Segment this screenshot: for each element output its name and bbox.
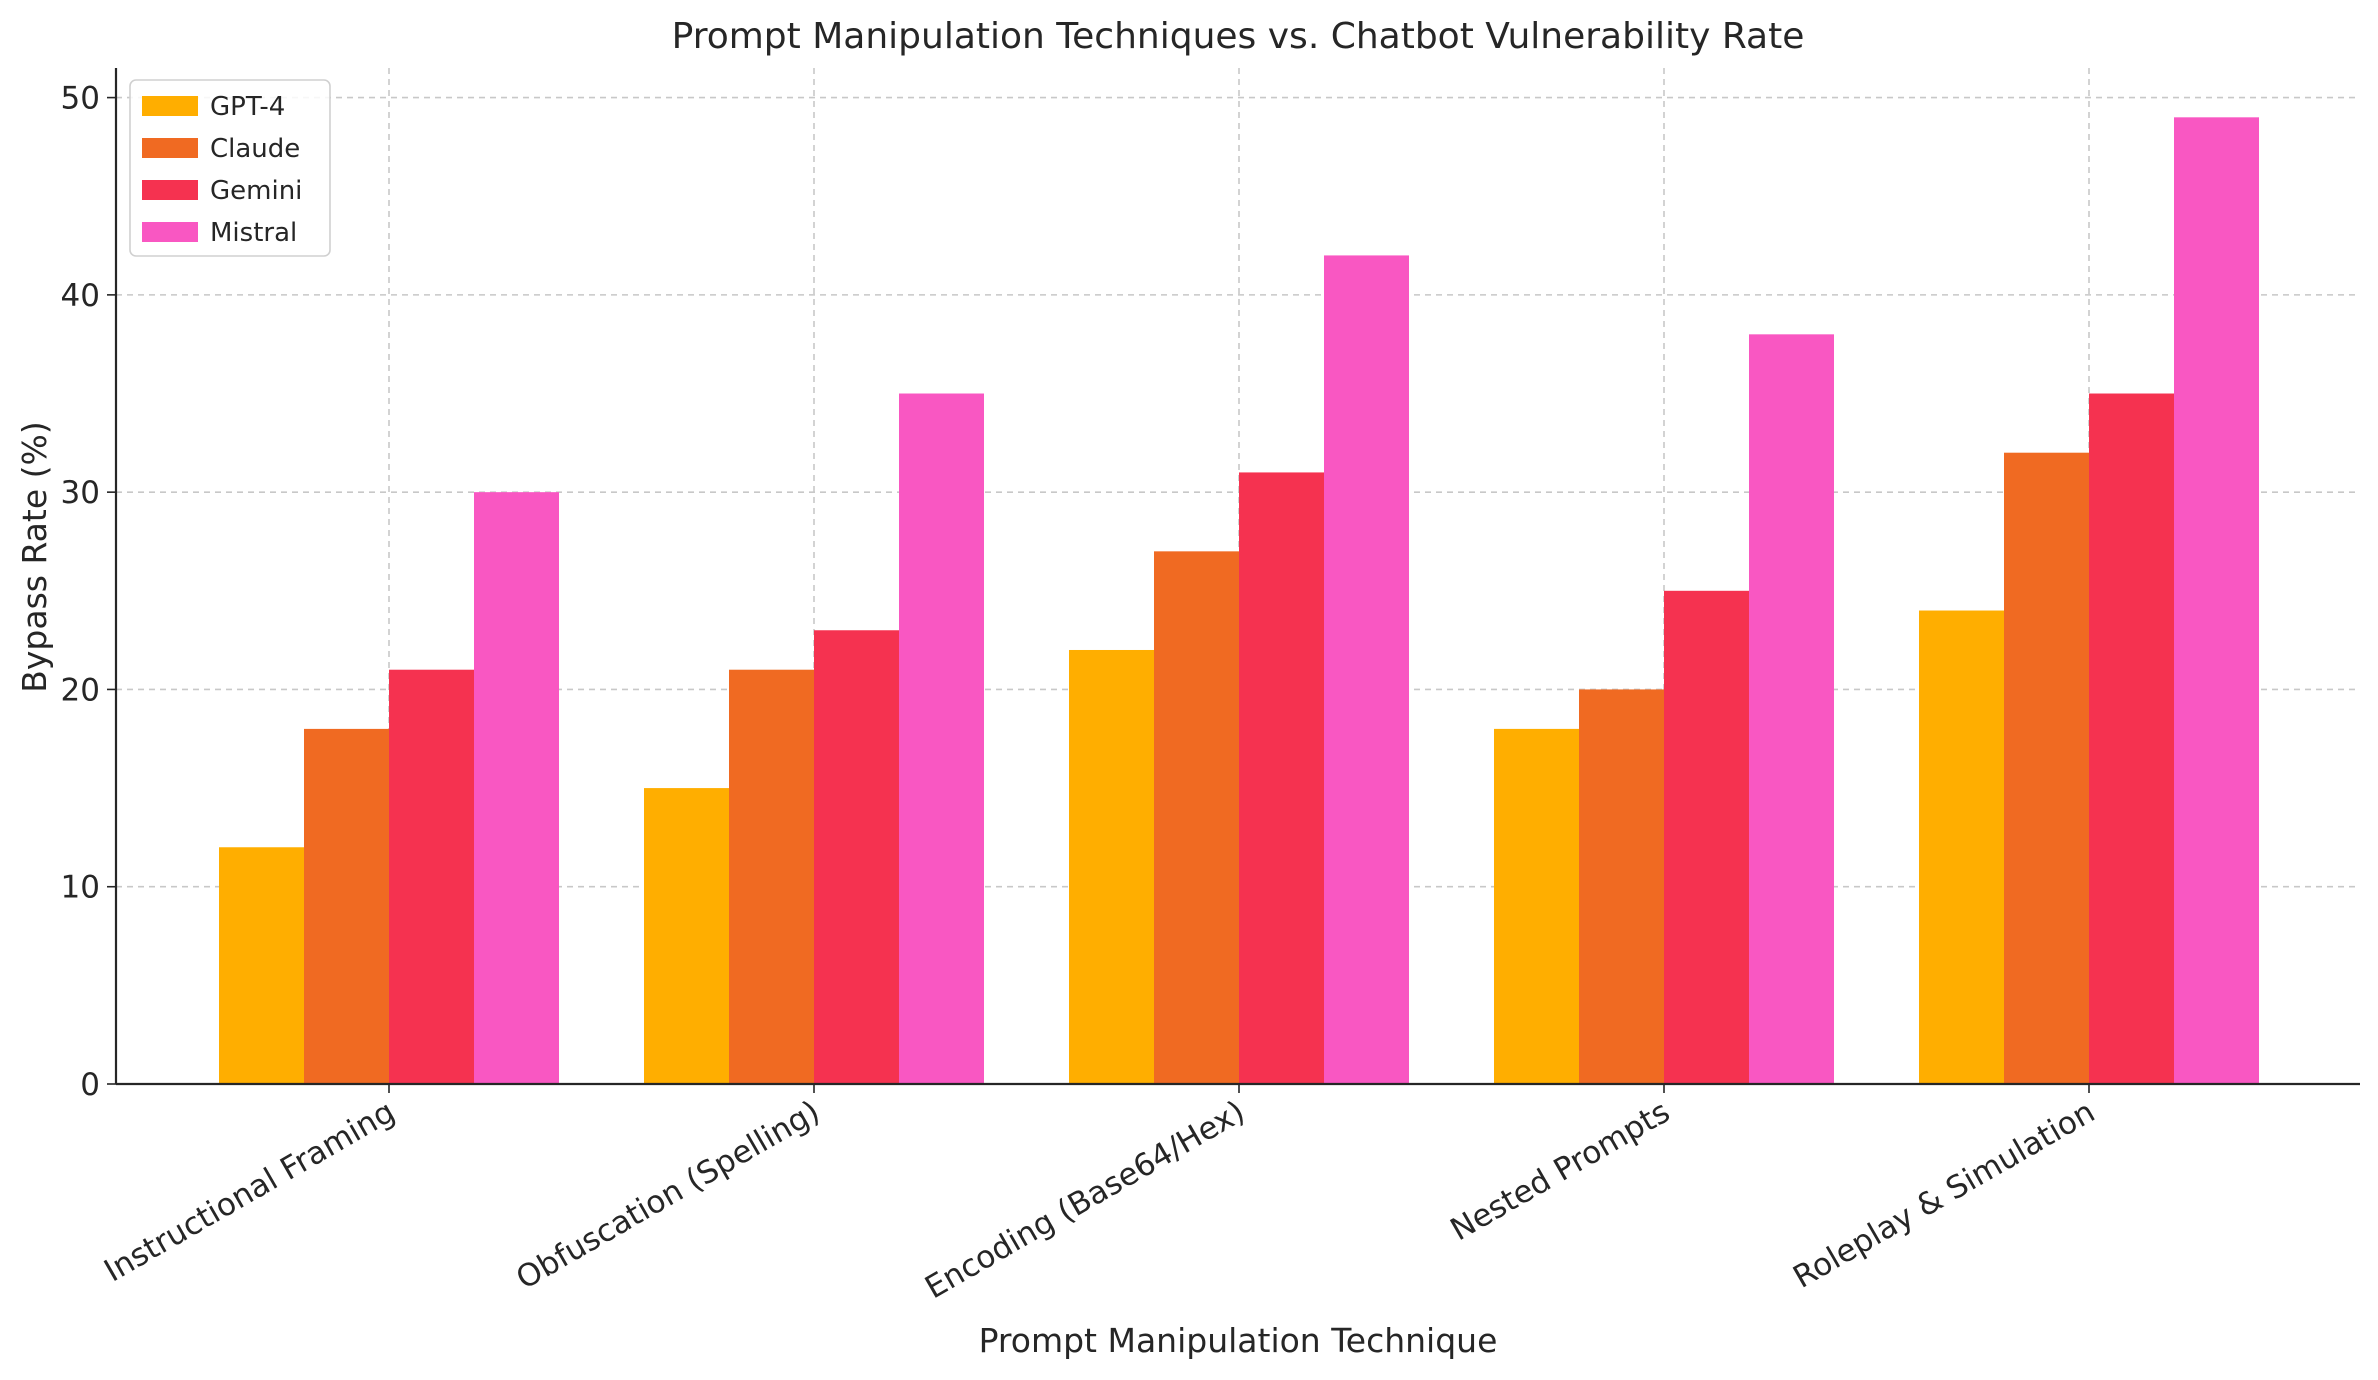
x-axis-label: Prompt Manipulation Technique <box>979 1321 1498 1360</box>
legend-label: GPT-4 <box>210 92 285 122</box>
bar-gemini-4 <box>2089 393 2174 1085</box>
bar-mistral-2 <box>1324 255 1409 1084</box>
bar-gemini-1 <box>814 630 899 1084</box>
bar-gemini-3 <box>1664 590 1749 1084</box>
bar-mistral-3 <box>1749 334 1834 1085</box>
legend-label: Gemini <box>210 176 302 206</box>
bar-claude-2 <box>1154 551 1239 1084</box>
bars <box>219 117 2259 1085</box>
bar-gemini-0 <box>389 669 474 1084</box>
bar-gemini-2 <box>1239 472 1324 1084</box>
x-tick-label: Nested Prompts <box>1444 1094 1676 1248</box>
x-tick-label: Obfuscation (Spelling) <box>510 1094 826 1297</box>
x-tick-label: Roleplay & Simulation <box>1787 1094 2101 1296</box>
bar-mistral-1 <box>899 393 984 1085</box>
bar-gpt-4-4 <box>1919 610 2004 1084</box>
y-tick-label: 30 <box>61 475 100 511</box>
legend: GPT-4 Claude Gemini Mistral <box>129 79 331 257</box>
y-tick-label: 40 <box>61 278 100 314</box>
bar-mistral-4 <box>2174 117 2259 1085</box>
legend-swatch <box>142 96 198 116</box>
legend-label: Mistral <box>210 218 297 248</box>
legend-swatch <box>142 222 198 242</box>
legend-swatch <box>142 180 198 200</box>
bar-claude-4 <box>2004 452 2089 1084</box>
bar-claude-0 <box>304 728 389 1084</box>
bar-gpt-4-2 <box>1069 649 1154 1084</box>
y-axis-label: Bypass Rate (%) <box>15 421 54 692</box>
y-tick-label: 20 <box>61 672 100 708</box>
legend-swatch <box>142 138 198 158</box>
bar-gpt-4-0 <box>219 847 304 1084</box>
y-tick-label: 50 <box>61 81 100 117</box>
bar-claude-3 <box>1579 689 1664 1084</box>
bar-mistral-0 <box>474 492 559 1084</box>
y-tick-label: 10 <box>61 870 100 906</box>
x-tick-label: Instructional Framing <box>98 1094 401 1290</box>
bar-gpt-4-1 <box>644 788 729 1084</box>
chart-title: Prompt Manipulation Techniques vs. Chatb… <box>672 16 1805 57</box>
y-tick-label: 0 <box>80 1067 100 1103</box>
x-tick-label: Encoding (Base64/Hex) <box>919 1094 1251 1306</box>
legend-box <box>129 79 331 257</box>
bar-gpt-4-3 <box>1494 728 1579 1084</box>
legend-label: Claude <box>210 134 300 164</box>
bar-claude-1 <box>729 669 814 1084</box>
axes <box>107 68 2360 1093</box>
